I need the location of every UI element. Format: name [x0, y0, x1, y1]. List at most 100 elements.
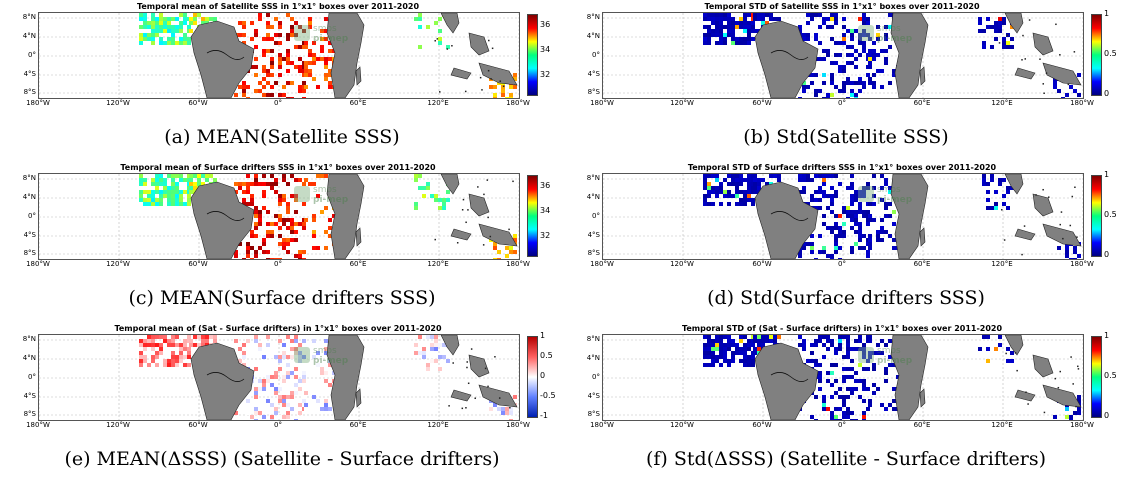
lat-tick-label: 4°N [586, 193, 600, 201]
lon-tick-label: 180°W [1070, 421, 1094, 429]
map-panel-a: Temporal mean of Satellite SSS in 1°x1° … [0, 0, 564, 161]
smos-logo: smos pi-mep [294, 182, 349, 210]
logo-text: smos [877, 185, 901, 195]
colorbar-tick-label: 36 [540, 20, 551, 29]
lat-tick-label: 8°N [586, 335, 600, 343]
logo-mark-icon [294, 25, 310, 41]
data-pixels [139, 174, 517, 259]
islands [1005, 352, 1080, 414]
islands [998, 19, 1076, 95]
colorbar-tick-label: 0.5 [1104, 210, 1117, 219]
lon-tick-label: 180°W [506, 99, 530, 107]
logo-text: pi-mep [877, 356, 913, 366]
lon-tick-label: 60°E [349, 421, 367, 429]
lat-tick-label: 4°N [586, 354, 600, 362]
map-plot: smos pi-mep [38, 334, 520, 421]
panel-title: Temporal STD of Satellite SSS in 1°x1° b… [704, 2, 980, 11]
map-plot: smos pi-mep [602, 334, 1084, 421]
lat-tick-label: 8°S [587, 410, 600, 418]
panel-caption: (e) MEAN(ΔSSS) (Satellite - Surface drif… [64, 448, 500, 470]
logo-text: pi-mep [313, 195, 349, 205]
lat-tick-label: 8°N [22, 335, 36, 343]
colorbar-tick-label: 0 [1104, 411, 1110, 420]
map-panel-c: Temporal mean of Surface drifters SSS in… [0, 161, 564, 322]
smos-logo: smos pi-mep [858, 21, 913, 49]
lat-tick-label: 4°S [587, 231, 600, 239]
islands [434, 38, 505, 93]
map-plot: smos pi-mep [602, 173, 1084, 260]
lat-tick-label: 8°N [586, 13, 600, 21]
lat-tick-label: 8°S [23, 249, 36, 257]
lon-tick-label: 60°W [752, 99, 772, 107]
panel-title: Temporal STD of Surface drifters SSS in … [687, 163, 997, 172]
panel-caption: (c) MEAN(Surface drifters SSS) [128, 287, 436, 309]
lon-tick-label: 60°W [752, 260, 772, 268]
lon-tick-label: 120°W [106, 260, 130, 268]
land-masses [190, 13, 518, 98]
land-masses [754, 13, 1082, 98]
lon-tick-label: 0° [838, 421, 846, 429]
map-panel-e: Temporal mean of (Sat - Surface drifters… [0, 322, 564, 483]
land-masses [190, 174, 518, 259]
lon-tick-label: 60°E [349, 99, 367, 107]
logo-mark-icon [858, 347, 874, 363]
colorbar [1091, 14, 1102, 96]
lat-tick-label: 0° [592, 212, 600, 220]
lat-tick-label: 4°N [22, 354, 36, 362]
map-plot: smos pi-mep [602, 12, 1084, 99]
panel-title: Temporal mean of Surface drifters SSS in… [120, 163, 436, 172]
lon-tick-label: 180°W [26, 99, 50, 107]
lon-tick-label: 60°E [913, 260, 931, 268]
colorbar [527, 336, 538, 418]
lat-tick-label: 4°N [22, 193, 36, 201]
lat-tick-label: 4°S [23, 231, 36, 239]
colorbar-tick-label: 0 [1104, 89, 1110, 98]
panel-title: Temporal mean of (Sat - Surface drifters… [114, 324, 442, 333]
lon-tick-label: 0° [274, 421, 282, 429]
map-panel-f: Temporal STD of (Sat - Surface drifters)… [564, 322, 1128, 483]
lon-tick-label: 120°W [670, 421, 694, 429]
logo-text: smos [313, 346, 337, 356]
colorbar-tick-label: 0 [1104, 250, 1110, 259]
lat-tick-label: 8°N [22, 174, 36, 182]
lat-tick-label: 0° [592, 373, 600, 381]
lon-tick-label: 180°W [1070, 99, 1094, 107]
lon-tick-label: 120°W [106, 99, 130, 107]
lat-tick-label: 0° [28, 373, 36, 381]
colorbar [1091, 336, 1102, 418]
lat-tick-label: 4°N [586, 32, 600, 40]
logo-text: smos [877, 24, 901, 34]
lon-tick-label: 120°E [427, 260, 449, 268]
logo-text: pi-mep [313, 356, 349, 366]
land-masses [754, 335, 1082, 420]
lon-tick-label: 120°E [991, 99, 1013, 107]
logo-mark-icon [294, 347, 310, 363]
lon-tick-label: 60°W [188, 99, 208, 107]
colorbar-tick-label: 1 [1104, 9, 1110, 18]
data-pixels [703, 174, 1081, 259]
lon-tick-label: 0° [838, 99, 846, 107]
colorbar-tick-label: 36 [540, 181, 551, 190]
lat-tick-label: 8°S [23, 410, 36, 418]
logo-mark-icon [294, 186, 310, 202]
colorbar [527, 175, 538, 257]
logo-text: pi-mep [877, 34, 913, 44]
land-masses [754, 174, 1082, 259]
logo-text: pi-mep [877, 195, 913, 205]
lat-tick-label: 0° [592, 51, 600, 59]
lon-tick-label: 180°W [506, 260, 530, 268]
lon-tick-label: 60°W [188, 260, 208, 268]
map-panel-b: Temporal STD of Satellite SSS in 1°x1° b… [564, 0, 1128, 161]
panel-caption: (d) Std(Surface drifters SSS) [707, 287, 985, 309]
colorbar [527, 14, 538, 96]
lat-tick-label: 4°S [587, 70, 600, 78]
smos-logo: smos pi-mep [858, 182, 913, 210]
logo-text: smos [313, 24, 337, 34]
colorbar-tick-label: -1 [540, 411, 548, 420]
logo-text: smos [313, 185, 337, 195]
land-masses [190, 335, 518, 420]
colorbar-tick-label: 1 [540, 331, 546, 340]
lat-tick-label: 8°S [587, 88, 600, 96]
colorbar-tick-label: 34 [540, 206, 551, 215]
lon-tick-label: 180°W [590, 99, 614, 107]
